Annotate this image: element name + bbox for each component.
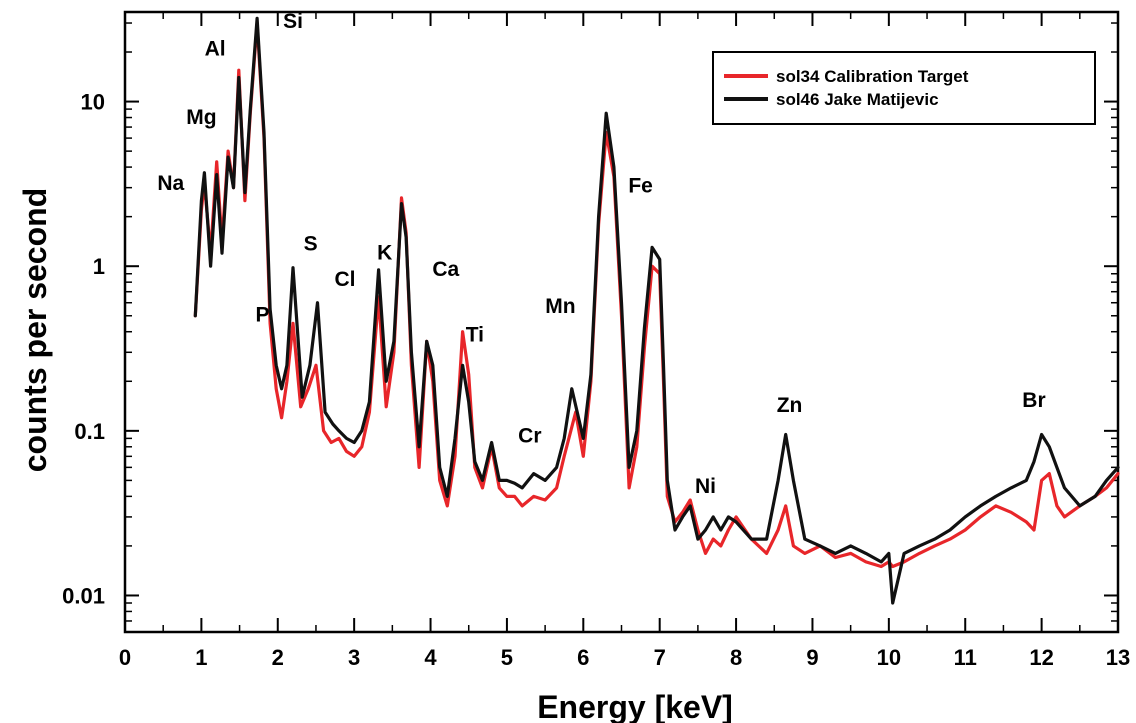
legend: sol34 Calibration Target sol46 Jake Mati… <box>712 51 1096 125</box>
element-label-al: Al <box>205 38 226 61</box>
legend-label-series-1: sol34 Calibration Target <box>776 67 969 86</box>
x-tick-label: 10 <box>877 645 901 670</box>
axis-ticks <box>124 12 1119 633</box>
element-label-zn: Zn <box>777 394 803 417</box>
x-tick-label: 6 <box>577 645 589 670</box>
element-label-br: Br <box>1022 389 1045 412</box>
x-tick-label: 13 <box>1106 645 1130 670</box>
y-tick-label: 1 <box>93 254 105 279</box>
series-layer <box>193 16 1120 605</box>
element-label-ni: Ni <box>695 475 716 498</box>
element-label-fe: Fe <box>628 175 653 198</box>
element-label-p: P <box>255 304 269 327</box>
x-tick-label: 11 <box>954 645 977 670</box>
x-tick-label: 2 <box>272 645 284 670</box>
legend-label-series-2: sol46 Jake Matijevic <box>776 90 939 109</box>
x-tick-label: 9 <box>806 645 818 670</box>
element-label-ca: Ca <box>432 258 459 281</box>
y-tick-label: 10 <box>81 90 105 115</box>
y-tick-label: 0.1 <box>74 419 105 444</box>
legend-box <box>712 51 1096 125</box>
x-tick-label: 8 <box>730 645 742 670</box>
x-axis-label: Energy [keV] <box>537 689 733 723</box>
x-tick-label: 0 <box>119 645 131 670</box>
element-label-si: Si <box>283 10 303 33</box>
x-tick-label: 4 <box>424 645 437 670</box>
element-label-na: Na <box>157 172 184 195</box>
element-label-cl: Cl <box>334 268 355 291</box>
element-label-mg: Mg <box>186 106 216 129</box>
x-tick-label: 12 <box>1029 645 1053 670</box>
x-tick-label: 3 <box>348 645 360 670</box>
element-label-s: S <box>304 232 318 255</box>
x-tick-label: 1 <box>195 645 207 670</box>
series-line-2 <box>193 16 1120 605</box>
y-axis-label: counts per second <box>17 188 53 473</box>
element-label-k: K <box>377 241 392 264</box>
x-tick-label: 7 <box>654 645 666 670</box>
element-label-mn: Mn <box>545 295 575 318</box>
x-tick-label: 5 <box>501 645 513 670</box>
y-tick-label: 0.01 <box>62 583 105 608</box>
element-annotations: Na Mg Al Si P S Cl K Ca Ti Mn Cr Fe Ni Zn Br <box>157 10 1045 498</box>
element-label-ti: Ti <box>466 323 484 346</box>
element-label-cr: Cr <box>518 424 541 447</box>
